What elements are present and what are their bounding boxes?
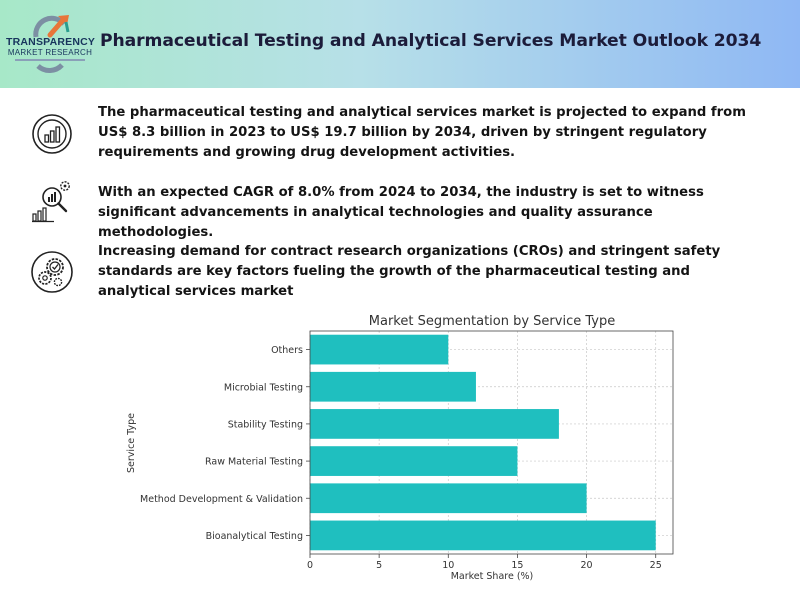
chart-svg: Market Segmentation by Service Type Bioa… [126,314,674,582]
x-tick-label: 5 [376,560,382,571]
bar-method-development-validation [310,483,587,514]
y-tick-label: Raw Material Testing [205,457,303,468]
bar-others [310,334,449,365]
market-segmentation-chart: Market Segmentation by Service Type Bioa… [0,300,800,600]
chart-title: Market Segmentation by Service Type [369,314,615,329]
x-tick-label: 25 [650,560,662,571]
bar-raw-material-testing [310,446,518,476]
logo-underline [15,59,85,61]
y-tick-label: Microbial Testing [224,382,303,393]
header-banner: TRANSPARENCY MARKET RESEARCH Pharmaceuti… [0,0,800,88]
gears-check-circle-icon [28,248,76,296]
x-tick-label: 10 [442,560,454,571]
chart-y-axis-label: Service Type [126,413,137,473]
x-tick-label: 20 [581,560,593,571]
y-tick-label: Bioanalytical Testing [206,531,303,542]
chart-y-tick-labels: Bioanalytical Testing Method Development … [140,345,310,542]
point-text-2: With an expected CAGR of 8.0% from 2024 … [98,185,704,240]
y-tick-label: Others [271,345,303,356]
point-text-1: The pharmaceutical testing and analytica… [98,105,746,160]
y-tick-label: Stability Testing [228,419,303,430]
point-text-3: Increasing demand for contract research … [98,244,721,299]
logo-wordmark: TRANSPARENCY [6,36,96,48]
bar-stability-testing [310,409,559,439]
y-tick-label: Method Development & Validation [140,494,303,505]
chart-gridlines [309,331,673,554]
page-title: Pharmaceutical Testing and Analytical Se… [100,31,762,51]
bar-bioanalytical-testing [310,520,656,551]
bar-chart-circle-icon [28,110,76,158]
chart-plot-frame [309,330,674,555]
x-tick-label: 15 [511,560,523,571]
chart-x-axis-label: Market Share (%) [451,571,534,582]
x-tick-label: 0 [307,560,313,571]
chart-bars [310,334,656,551]
bar-microbial-testing [310,371,476,402]
chart-x-tick-labels: 0 5 10 15 20 25 [307,554,662,571]
logo-subtitle: MARKET RESEARCH [7,48,93,57]
company-logo: TRANSPARENCY MARKET RESEARCH [6,10,96,76]
analytics-magnifier-gear-icon [28,178,76,226]
